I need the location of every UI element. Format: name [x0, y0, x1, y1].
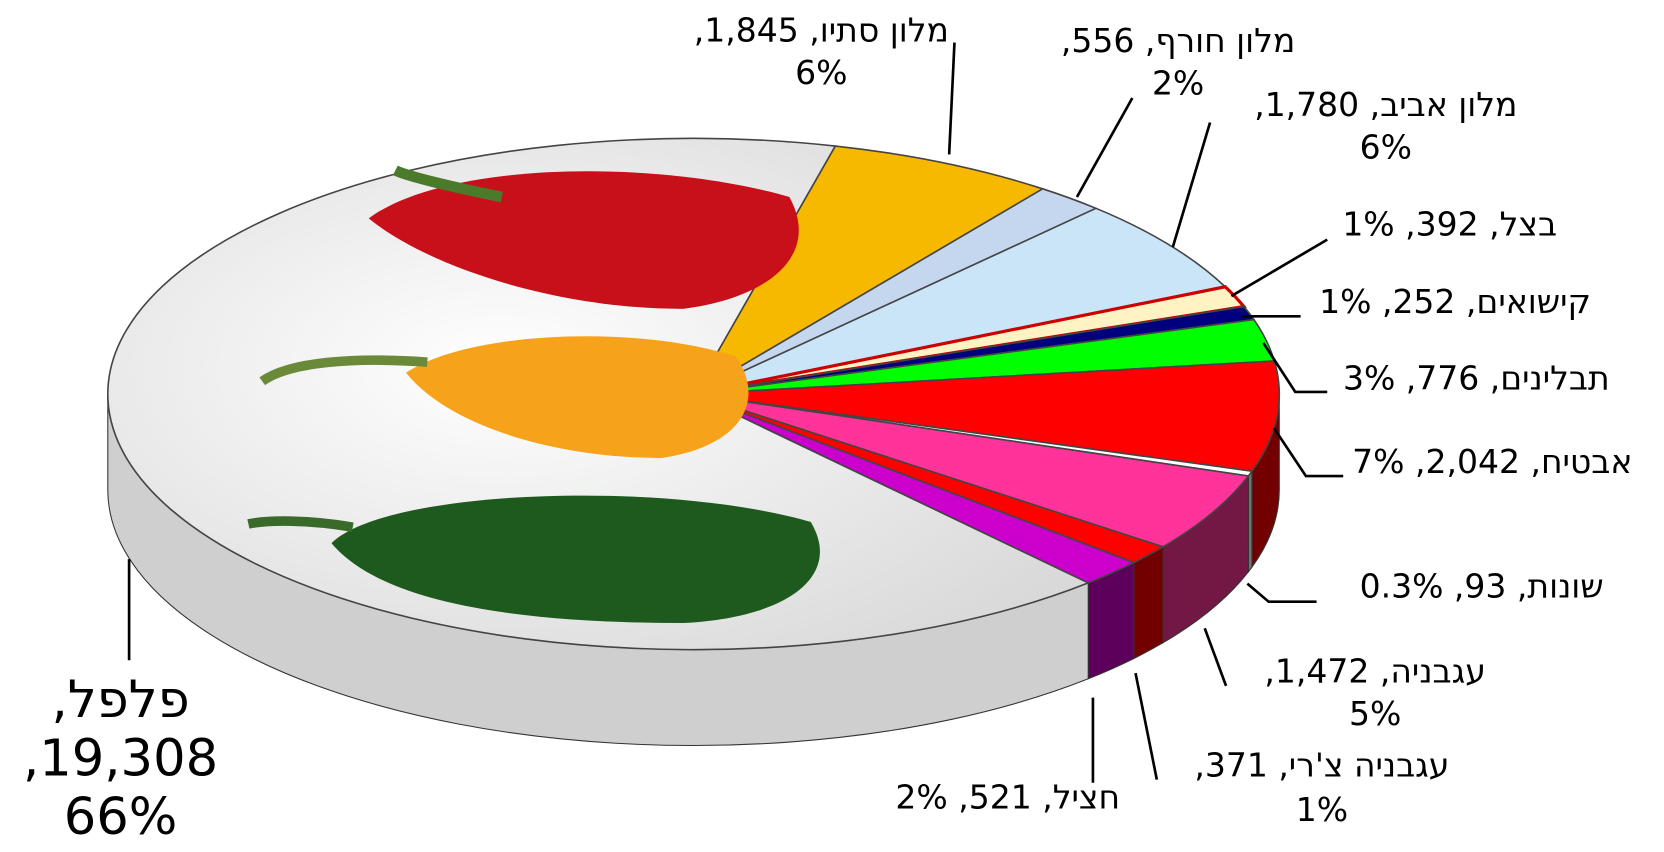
leader-line [1262, 342, 1328, 394]
leader-line [1272, 427, 1344, 478]
stem [247, 516, 354, 532]
data-label: קישואים, 252, 1% [1319, 282, 1591, 321]
data-label: בצל, 392, 1% [1342, 204, 1557, 243]
pie-slice [693, 207, 1227, 395]
data-label: חציל, 521, 2% [895, 777, 1120, 816]
leader-line [947, 42, 956, 155]
pepper-decoration [247, 165, 820, 624]
stem [392, 165, 503, 203]
data-label: 2% [1152, 64, 1204, 103]
slice-side [1133, 545, 1164, 660]
slice-side [1247, 469, 1253, 574]
data-label: 6% [1360, 128, 1412, 167]
data-label: עגבניה צ'רי, 371, [1194, 745, 1449, 784]
pie-slice [693, 393, 1250, 548]
data-label: תבלינים, 776, 3% [1343, 359, 1610, 398]
red-pepper [368, 171, 799, 309]
leader-line [1230, 238, 1328, 298]
orange-pepper [406, 336, 749, 458]
data-label: מלון חורף, 556, [1061, 21, 1295, 60]
data-labels: מלון סתיו, 1,845, 6% מלון חורף, 556, 2% מלון… [23, 10, 1632, 847]
leader-line [1075, 97, 1134, 198]
data-label: 6% [795, 53, 847, 92]
slice-sides [107, 394, 1280, 747]
data-label: 5% [1349, 694, 1401, 733]
pie-slice [691, 145, 1045, 397]
green-pepper [331, 495, 820, 624]
data-label: 1% [1296, 790, 1348, 829]
leader-line [1246, 582, 1317, 604]
data-label: שונות, 93, 0.3% [1360, 566, 1604, 605]
pie-slice [693, 360, 1281, 473]
data-label: פלפל, [51, 671, 189, 730]
data-label: מלון אביב, 1,780, [1254, 85, 1517, 124]
leader-line [1203, 627, 1228, 687]
data-label: 66% [64, 788, 178, 847]
leader-line [1134, 672, 1159, 780]
data-label: עגבניה, 1,472, [1264, 652, 1485, 691]
data-label: אבטיח, 2,042, 7% [1352, 442, 1632, 481]
stem [259, 355, 428, 386]
leader-line [1171, 122, 1212, 248]
data-label: 19,308, [23, 729, 218, 788]
data-label: מלון סתיו, 1,845, [694, 10, 949, 49]
